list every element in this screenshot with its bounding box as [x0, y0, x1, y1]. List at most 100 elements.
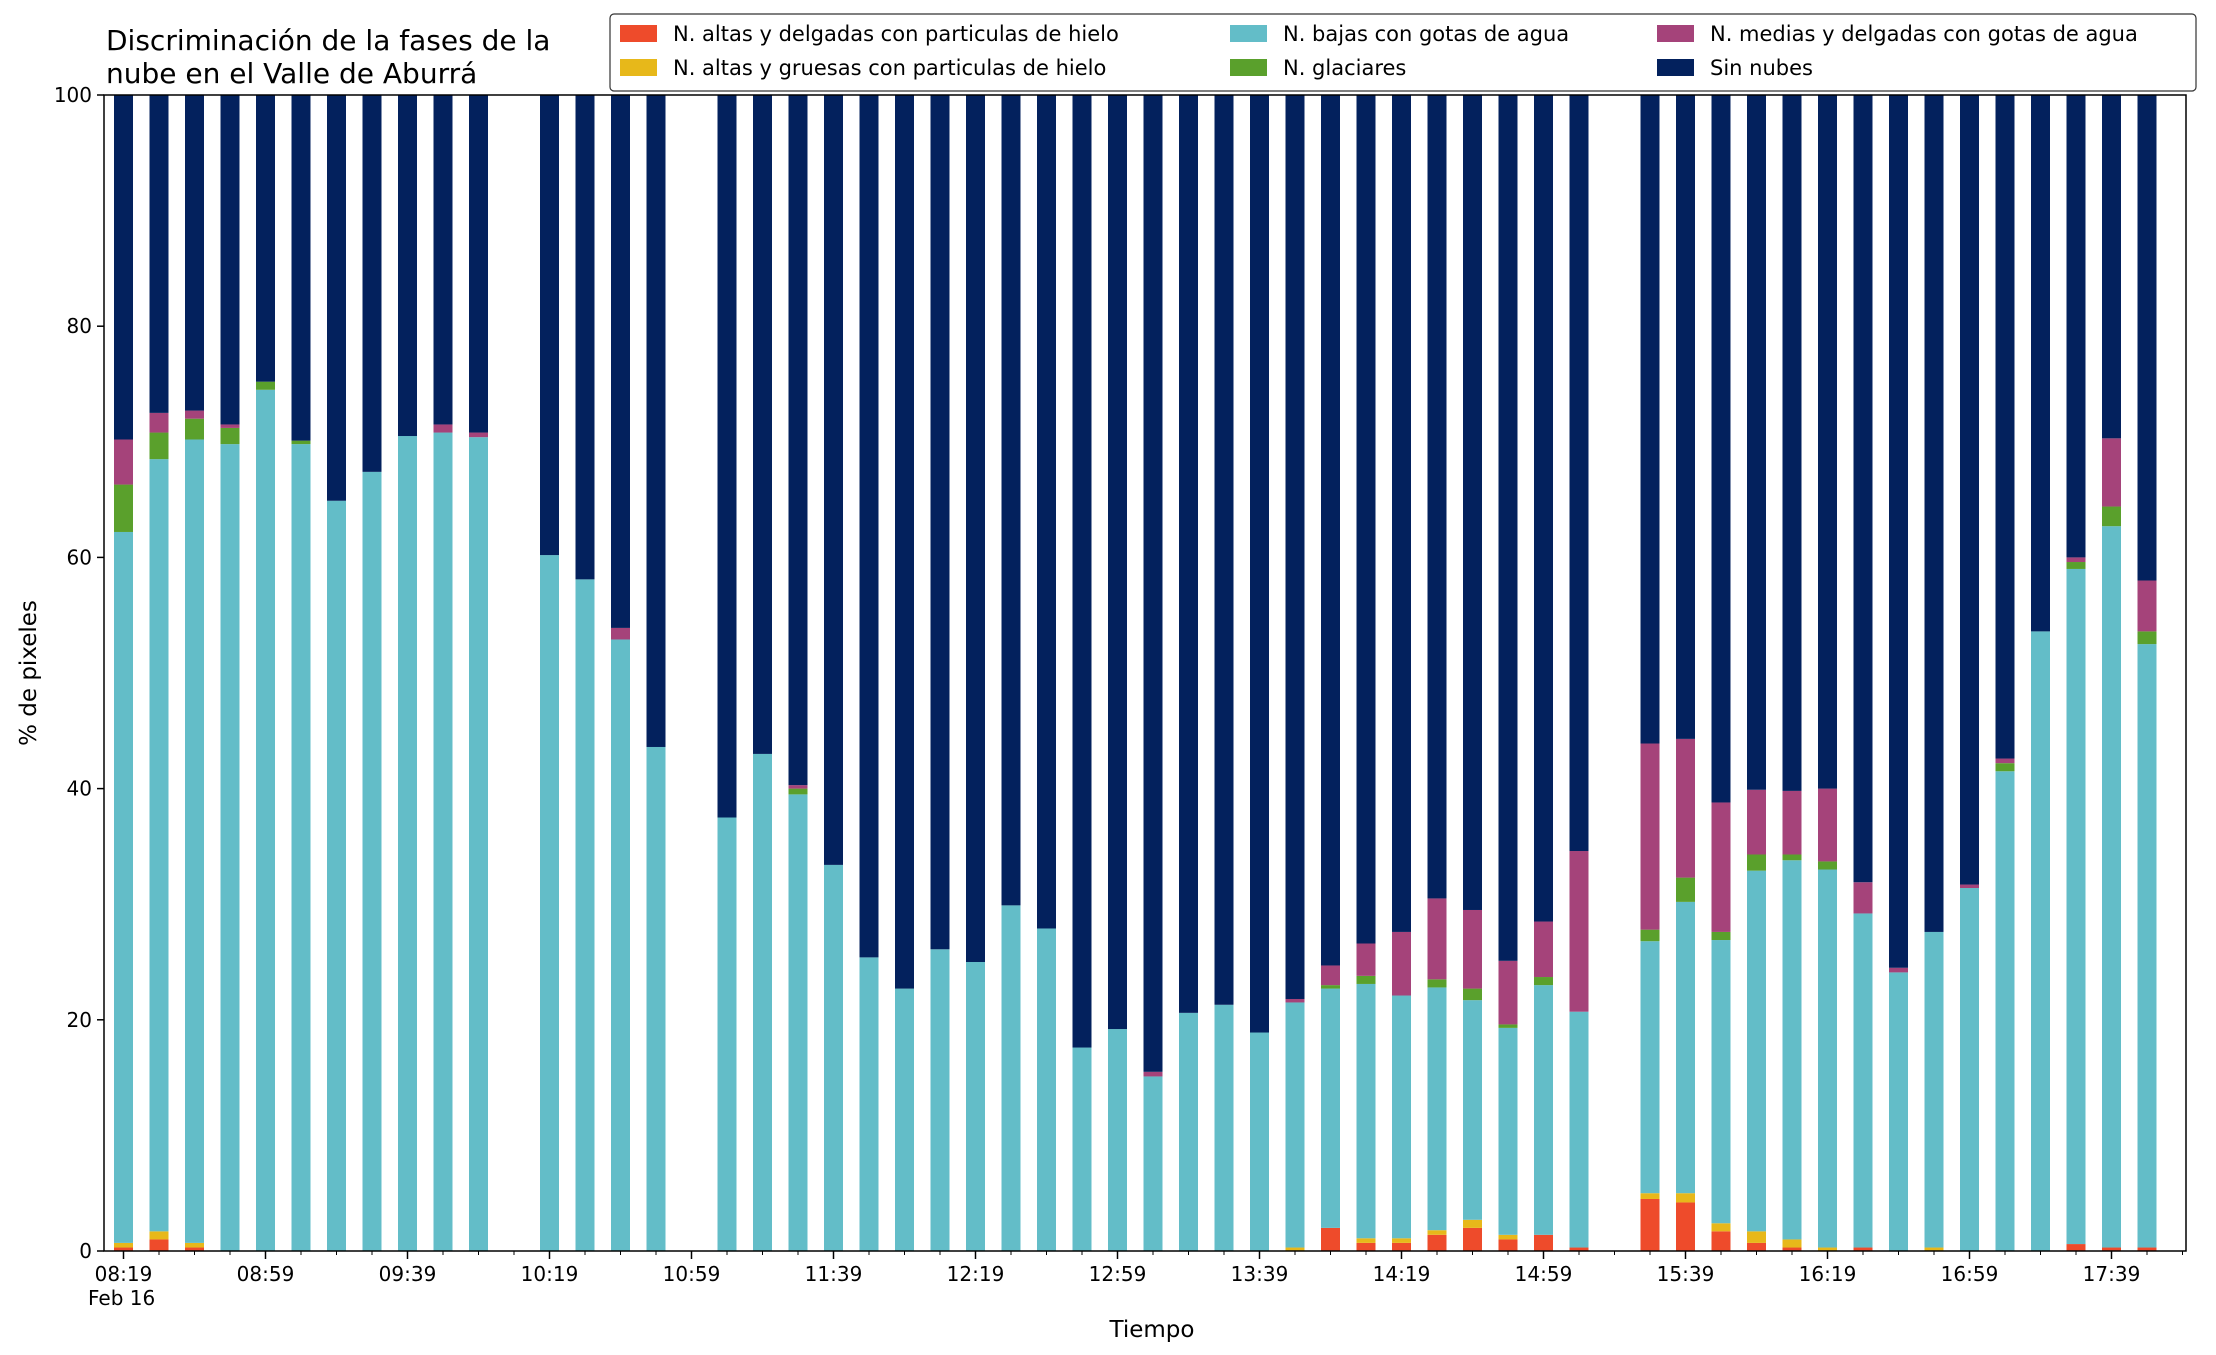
bar-segment-s2-1629: [1853, 913, 1873, 1248]
plot-frame: [103, 94, 2187, 1252]
bar-segment-s2-1319: [1179, 1012, 1198, 1251]
x-tick-label-1019: 10:19: [521, 1262, 579, 1286]
bar-segment-s5-1209: [930, 95, 950, 950]
bar-segment-s5-1049: [646, 95, 666, 747]
bar-segment-s2-1249: [1072, 1047, 1092, 1251]
bar-segment-s4-1619: [1818, 788, 1837, 862]
x-tick-label-0939: 09:39: [379, 1262, 437, 1286]
bar-segment-s2-1709: [1995, 771, 2015, 1251]
y-tick-label-100: 100: [54, 83, 92, 107]
bar-segment-s5-0959: [469, 95, 488, 433]
bar-segment-s5-1439: [1463, 95, 1482, 910]
bar-segment-s2-1359: [1321, 988, 1340, 1228]
bar-segment-s0-1609: [1782, 1247, 1802, 1251]
legend: N. altas y delgadas con particulas de hi…: [609, 13, 2197, 92]
bar-segment-s4-1629: [1853, 882, 1873, 914]
bar-segment-s5-1749: [2137, 95, 2157, 581]
bar-segment-s3-0829: [149, 432, 169, 460]
bar-segment-s4-1549: [1711, 802, 1731, 932]
bar-segment-s5-0849: [220, 95, 240, 425]
bar-segment-s4-1359: [1321, 965, 1340, 986]
bar-segment-s5-1639: [1889, 95, 1908, 968]
bar-segment-s5-1649: [1924, 95, 1944, 932]
legend-frame: [609, 13, 2197, 92]
bar-segment-s3-1429: [1427, 979, 1447, 988]
bar-segment-s0-1419: [1392, 1242, 1411, 1251]
bar-segment-s4-1039: [611, 627, 630, 640]
x-tick-label-1659: 16:59: [1941, 1262, 1999, 1286]
y-tick-label-20: 20: [67, 1008, 92, 1032]
bar-segment-s0-1559: [1747, 1242, 1766, 1251]
bar-segment-s2-1639: [1889, 972, 1908, 1251]
bar-segment-s4-1309: [1143, 1071, 1163, 1077]
bar-segment-s4-1559: [1747, 789, 1766, 855]
x-tick-label-1219: 12:19: [947, 1262, 1005, 1286]
bar-segment-s2-1149: [859, 957, 879, 1251]
bar-segment-s4-0849: [220, 424, 240, 428]
legend-label-0: N. altas y delgadas con particulas de hi…: [673, 22, 1119, 46]
x-tick-label-1139: 11:39: [805, 1262, 863, 1286]
bar-segment-s2-1529: [1640, 941, 1660, 1194]
bar-segment-s2-0819: [114, 531, 133, 1243]
bar-segment-s4-1749: [2137, 580, 2157, 632]
bar-segment-s0-1739: [2102, 1247, 2121, 1251]
bar-segment-s0-0819: [114, 1247, 133, 1251]
bar-segment-s4-1449: [1498, 960, 1518, 1025]
bar-segment-s5-1149: [859, 95, 879, 958]
bar-segment-s5-1359: [1321, 95, 1340, 966]
bar-segment-s0-1359: [1321, 1227, 1340, 1251]
bar-segment-s2-1339: [1250, 1032, 1269, 1251]
bar-segment-s5-1609: [1782, 95, 1802, 791]
bar-segment-s5-1159: [895, 95, 914, 989]
bar-segment-s5-1109: [717, 95, 737, 818]
bar-segment-s2-1039: [611, 639, 630, 1251]
bar-segment-s3-0819: [114, 484, 133, 532]
x-tick-label-1259: 12:59: [1089, 1262, 1147, 1286]
bar-segment-s2-1329: [1214, 1004, 1234, 1251]
bar-segment-s4-1439: [1463, 909, 1482, 989]
bar-segment-s5-0819: [114, 95, 133, 440]
legend-swatch-3: [1230, 59, 1267, 76]
bar-segment-s5-1339: [1250, 95, 1269, 1033]
x-tick-label-1739: 17:39: [2083, 1262, 2141, 1286]
bar-segment-s2-1459: [1534, 985, 1553, 1235]
bar-segment-s2-0929: [362, 471, 382, 1251]
legend-swatch-5: [1657, 59, 1694, 76]
bar-segment-s2-1019: [540, 555, 559, 1251]
x-axis: 08:19 08:59 09:39 10:19 10:59 11:39 12:19 12:59…: [95, 1251, 2183, 1286]
bar-segment-s5-1559: [1747, 95, 1766, 790]
bar-segment-s1-1549: [1711, 1223, 1731, 1232]
bar-segment-s2-1419: [1392, 995, 1411, 1239]
bar-segment-s1-1619: [1818, 1247, 1837, 1251]
legend-label-1: N. altas y gruesas con particulas de hie…: [673, 56, 1106, 80]
bar-segment-s5-1719: [2031, 95, 2050, 632]
y-axis-label: % de pixeles: [16, 600, 42, 746]
bar-segment-s5-1259: [1108, 95, 1127, 1030]
bar-segment-s2-1229: [1001, 905, 1021, 1251]
bar-segment-s5-0839: [185, 95, 204, 411]
bar-segment-s2-1049: [646, 746, 666, 1251]
bar-segment-s5-0949: [433, 95, 453, 425]
bar-segment-s4-1529: [1640, 743, 1660, 930]
bar-segment-s3-1529: [1640, 929, 1660, 942]
bar-segment-s2-1619: [1818, 869, 1837, 1248]
bar-segment-s0-1509: [1569, 1247, 1589, 1251]
chart-title-line-1: Discriminación de la fases de la: [106, 24, 550, 57]
bar-segment-s2-1719: [2031, 631, 2050, 1251]
bar-segment-s2-1129: [788, 794, 808, 1251]
bar-segment-s5-1659: [1960, 95, 1979, 885]
bar-segment-s3-1549: [1711, 931, 1731, 941]
bar-segment-s2-1609: [1782, 860, 1802, 1240]
bar-segment-s5-1219: [966, 95, 985, 962]
bar-segment-s5-1309: [1143, 95, 1163, 1072]
bar-segment-s4-1659: [1960, 884, 1979, 889]
bar-segment-s1-1409: [1356, 1238, 1376, 1243]
legend-label-5: Sin nubes: [1710, 56, 1813, 80]
bar-segment-s3-0909: [291, 440, 311, 445]
bar-segment-s2-1409: [1356, 983, 1376, 1239]
bar-segment-s2-0829: [149, 459, 169, 1232]
y-axis: 0 20 40 60 80 100: [54, 83, 104, 1263]
bar-segment-s5-0829: [149, 95, 169, 413]
bar-segment-s1-0819: [114, 1242, 133, 1248]
